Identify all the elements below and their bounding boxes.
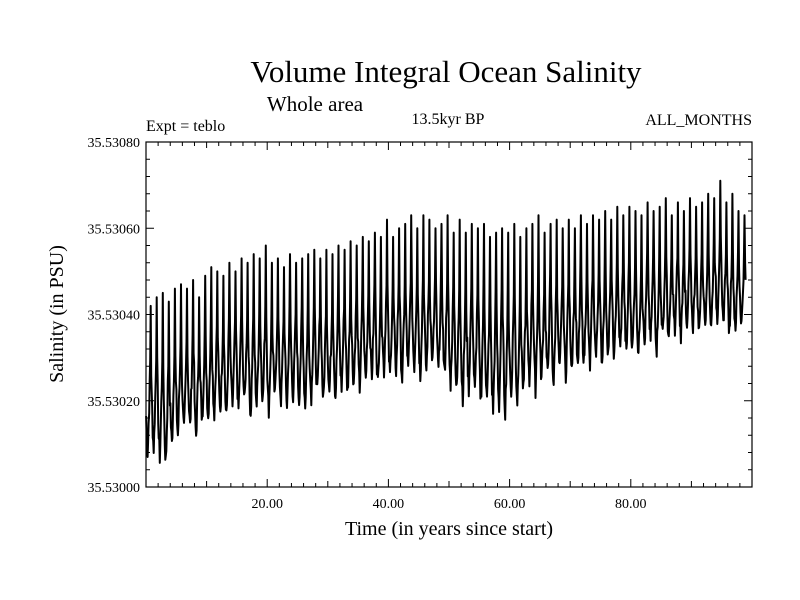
y-tick-label: 35.53080 bbox=[88, 136, 141, 151]
x-tick-label: 60.00 bbox=[494, 497, 526, 512]
experiment-label: Expt = teblo bbox=[146, 118, 225, 135]
x-axis-label: Time (in years since start) bbox=[345, 518, 553, 540]
y-tick-label: 35.53020 bbox=[88, 395, 141, 410]
x-tick-label: 40.00 bbox=[373, 497, 405, 512]
months-label: ALL_MONTHS bbox=[645, 112, 752, 129]
axis-tick-labels: 20.00 40.00 60.00 80.00 35.53000 35.53020 35.5… bbox=[88, 136, 647, 512]
x-tick-label: 20.00 bbox=[251, 497, 283, 512]
y-tick-label: 35.53060 bbox=[88, 222, 141, 237]
x-tick-label: 80.00 bbox=[615, 497, 647, 512]
axis-ticks bbox=[146, 142, 752, 487]
chart-title: Volume Integral Ocean Salinity bbox=[250, 54, 642, 89]
y-tick-label: 35.53040 bbox=[88, 309, 141, 324]
y-axis-label: Salinity (in PSU) bbox=[46, 245, 68, 383]
period-label: 13.5kyr BP bbox=[412, 111, 485, 128]
salinity-series-line bbox=[145, 179, 747, 464]
chart-subtitle: Whole area bbox=[267, 92, 364, 116]
y-tick-label: 35.53000 bbox=[88, 481, 141, 496]
